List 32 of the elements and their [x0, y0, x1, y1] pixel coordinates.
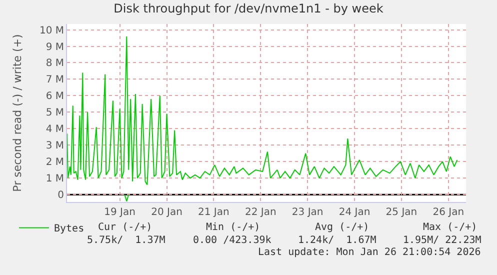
text: Cur (-/+) — [98, 222, 152, 233]
text: 0.00 /423.39k — [193, 235, 272, 246]
x-tick-label: 23 Jan — [292, 207, 324, 218]
y-tick-label: 6 M — [46, 91, 64, 102]
x-tick-label: 20 Jan — [151, 207, 182, 218]
x-tick-label: 24 Jan — [338, 207, 370, 218]
x-tick-label: 25 Jan — [386, 207, 418, 218]
y-tick-label: 8 M — [46, 58, 64, 70]
x-tick-label: 21 Jan — [198, 207, 230, 218]
text: 1.95M/ 22.23M — [403, 235, 482, 246]
x-tick-label: 26 Jan — [432, 207, 464, 218]
line-series — [67, 36, 458, 186]
y-tick-label: 10 M — [39, 25, 64, 36]
text: Avg (-/+) — [315, 222, 370, 233]
y-tick-label: 5 M — [46, 108, 64, 119]
y-tick-label: 9 M — [46, 42, 64, 53]
y-tick-label: 3 M — [46, 140, 64, 152]
legend-label: Bytes — [54, 224, 84, 235]
x-tick-label: 19 Jan — [104, 207, 136, 218]
y-tick-label: 4 M — [46, 124, 64, 136]
chart-title: Disk throughput for /dev/nvme1n1 - by week — [114, 1, 384, 16]
y-tick-label: 7 M — [46, 74, 64, 86]
text: Max (-/+) — [423, 222, 478, 233]
text: Min (-/+) — [206, 222, 260, 233]
text: Last update: Mon Jan 26 21:00:54 2026 — [258, 247, 481, 258]
text: 5.75k/ 1.37M — [87, 235, 166, 246]
y-tick-label: 0 — [58, 190, 64, 202]
y-tick-label: 1 M — [46, 174, 64, 185]
text: 1.24k/ 1.67M — [298, 235, 376, 246]
x-tick-label: 22 Jan — [244, 207, 276, 218]
y-tick-label: 2 M — [46, 157, 64, 168]
y-axis-title: Pr second read (-) / write (+) — [11, 34, 24, 192]
